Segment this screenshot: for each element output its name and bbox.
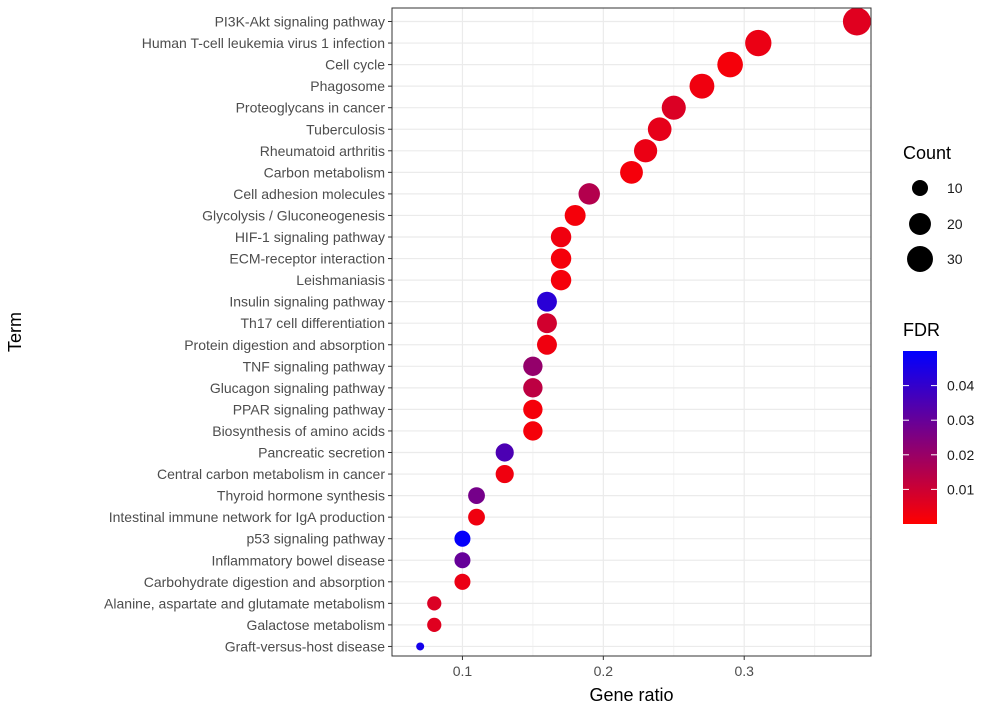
panel-background	[392, 8, 871, 656]
data-point	[745, 29, 772, 57]
term-label: Alanine, aspartate and glutamate metabol…	[104, 595, 385, 611]
data-point	[523, 399, 543, 420]
x-tick-label: 0.3	[734, 663, 754, 679]
fdr-tick-label: 0.01	[947, 481, 974, 497]
count-legend-key	[907, 246, 933, 272]
plot-panel	[391, 7, 872, 657]
data-point	[550, 248, 572, 269]
count-legend-key	[909, 213, 931, 235]
term-label: Intestinal immune network for IgA produc…	[109, 509, 385, 525]
x-tick-label: 0.2	[594, 663, 614, 679]
term-label: Glycolysis / Gluconeogenesis	[202, 207, 385, 223]
term-label: Carbohydrate digestion and absorption	[144, 574, 385, 590]
data-point	[454, 573, 471, 590]
fdr-tick-label: 0.04	[947, 378, 974, 394]
term-label: Glucagon signaling pathway	[210, 380, 385, 396]
term-label: Th17 cell differentiation	[241, 315, 386, 331]
data-point	[468, 508, 485, 526]
term-label: Leishmaniasis	[296, 272, 385, 288]
term-label: Pancreatic secretion	[258, 445, 385, 461]
data-point	[633, 139, 658, 163]
term-label: Rheumatoid arthritis	[260, 143, 385, 159]
data-points	[416, 7, 871, 651]
term-label: Galactose metabolism	[246, 617, 385, 633]
data-point	[689, 73, 715, 99]
term-label: Cell cycle	[325, 57, 385, 73]
fdr-legend-ticks: 0.01 0.02 0.03 0.04	[903, 378, 974, 497]
term-label: Thyroid hormone synthesis	[217, 488, 385, 504]
term-label: PI3K-Akt signaling pathway	[215, 14, 385, 30]
count-legend-title: Count	[903, 143, 951, 163]
y-axis-title: Term	[5, 312, 25, 352]
data-point	[495, 443, 514, 462]
data-point	[454, 530, 471, 547]
data-point	[647, 117, 672, 142]
data-point	[578, 183, 600, 205]
data-point	[454, 552, 471, 569]
term-label: p53 signaling pathway	[246, 531, 385, 547]
term-label: Carbon metabolism	[264, 164, 385, 180]
data-point	[537, 291, 557, 312]
data-point	[620, 160, 643, 184]
term-label: HIF-1 signaling pathway	[235, 229, 385, 245]
term-label: Human T-cell leukemia virus 1 infection	[142, 35, 385, 51]
term-axis-labels: PI3K-Akt signaling pathway Human T-cell l…	[104, 14, 392, 654]
count-legend-label: 10	[947, 180, 963, 196]
data-point	[523, 356, 543, 376]
fdr-tick-label: 0.03	[947, 412, 974, 428]
data-point	[717, 51, 743, 78]
fdr-legend: FDR 0.01 0.02 0.03 0.04	[903, 320, 974, 524]
term-label: Proteoglycans in cancer	[236, 100, 386, 116]
data-point	[468, 487, 485, 504]
data-point	[564, 204, 586, 226]
term-label: Phagosome	[310, 78, 385, 94]
term-label: ECM-receptor interaction	[229, 251, 385, 267]
term-label: TNF signaling pathway	[243, 358, 385, 374]
data-point	[537, 334, 557, 355]
x-axis-ticks: 0.1 0.2 0.3	[453, 656, 754, 679]
count-legend: Count 10 20 30	[903, 143, 963, 272]
term-label: PPAR signaling pathway	[233, 401, 385, 417]
term-label: Insulin signaling pathway	[229, 294, 385, 310]
data-point	[842, 7, 871, 36]
data-point	[427, 596, 442, 611]
count-legend-key	[911, 179, 929, 197]
data-point	[537, 313, 557, 334]
term-label: Graft-versus-host disease	[225, 638, 385, 654]
fdr-tick-label: 0.02	[947, 447, 974, 463]
term-label: Inflammatory bowel disease	[211, 552, 385, 568]
panel-border	[391, 7, 872, 657]
data-point	[550, 226, 572, 248]
term-label: Tuberculosis	[306, 121, 385, 137]
x-tick-label: 0.1	[453, 663, 473, 679]
term-label: Protein digestion and absorption	[184, 337, 385, 353]
data-point	[523, 421, 543, 441]
data-point	[523, 378, 543, 398]
fdr-legend-title: FDR	[903, 320, 940, 340]
x-axis-title: Gene ratio	[589, 685, 673, 705]
term-label: Biosynthesis of amino acids	[212, 423, 385, 439]
term-label: Central carbon metabolism in cancer	[157, 466, 385, 482]
term-label: Cell adhesion molecules	[233, 186, 385, 202]
data-point	[495, 464, 514, 484]
fdr-colorbar	[903, 351, 937, 524]
data-point	[416, 642, 425, 651]
count-legend-label: 20	[947, 216, 963, 232]
count-legend-label: 30	[947, 251, 963, 267]
data-point	[427, 617, 442, 633]
data-point	[661, 95, 686, 120]
data-point	[550, 269, 572, 291]
grid-lines	[392, 8, 871, 656]
count-legend-items: 10 20 30	[907, 179, 963, 272]
